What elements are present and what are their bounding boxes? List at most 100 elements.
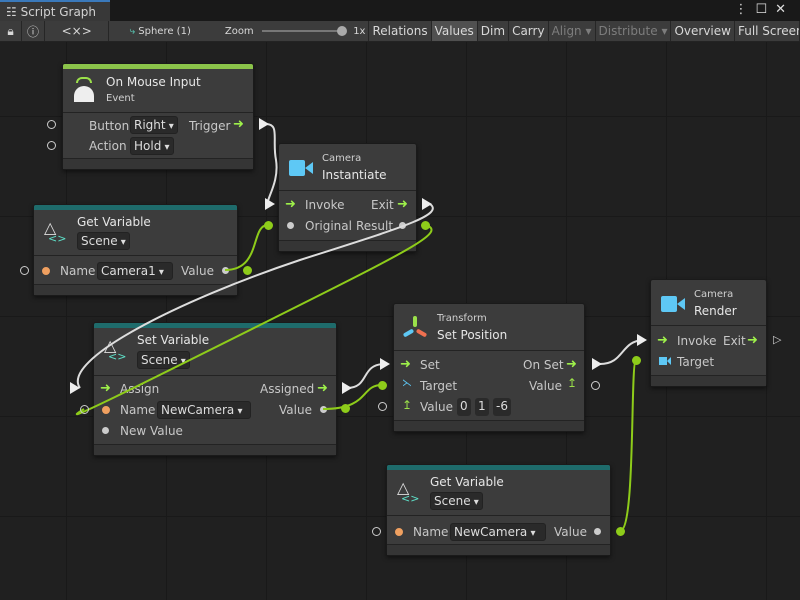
trigger-label: Trigger [189, 119, 231, 133]
node-title: Render [694, 304, 737, 318]
align-dropdown[interactable]: Align ▾ [549, 21, 596, 41]
node-get-variable-camera1[interactable]: △<> Get Variable Scene Name Camera1 Valu… [33, 204, 238, 296]
target-input-port[interactable] [632, 356, 641, 365]
name-input-port[interactable] [20, 266, 29, 275]
exit-label: Exit [723, 334, 746, 348]
node-title: Set Position [437, 328, 508, 342]
close-icon[interactable]: ✕ [775, 2, 794, 17]
scope-dropdown[interactable]: Scene [430, 492, 483, 510]
overview-button[interactable]: Overview [671, 21, 735, 41]
node-category: Camera [322, 153, 362, 164]
carry-button[interactable]: Carry [509, 21, 549, 41]
vector3-icon: ↥ [567, 376, 578, 390]
flow-arrow-icon: ➜ [657, 333, 668, 348]
result-label: Result [356, 219, 394, 233]
name-dropdown[interactable]: NewCamera [157, 401, 251, 419]
button-dropdown[interactable]: Right [130, 116, 178, 134]
relations-button[interactable]: Relations [369, 21, 432, 41]
result-dot [399, 222, 406, 229]
exit-output-port[interactable] [422, 198, 432, 210]
node-set-position[interactable]: Transform Set Position ➜ Set On Set ➜ ⋋ … [393, 303, 585, 432]
value-input-port[interactable] [378, 402, 387, 411]
flow-arrow-icon: ➜ [317, 381, 328, 396]
on-set-output-port[interactable] [592, 358, 602, 370]
invoke-input-port[interactable] [637, 334, 647, 346]
original-input-port[interactable] [264, 221, 273, 230]
zoom-slider-handle[interactable] [337, 26, 348, 36]
full-screen-button[interactable]: Full Screen [735, 21, 800, 41]
mouse-event-icon [73, 77, 95, 103]
value-output-port[interactable] [616, 527, 625, 536]
tab-script-graph[interactable]: ☷ Script Graph [0, 0, 110, 21]
value-output-port[interactable] [591, 381, 600, 390]
invoke-input-port[interactable] [265, 198, 275, 210]
action-dropdown[interactable]: Hold [130, 137, 174, 155]
name-dropdown[interactable]: NewCamera [450, 523, 546, 541]
new-value-dot [102, 427, 109, 434]
button-label: Button [89, 119, 130, 133]
scope-dropdown[interactable]: Scene [137, 351, 190, 369]
flow-arrow-icon: ➜ [397, 197, 408, 212]
target-input-port[interactable] [378, 381, 387, 390]
target-label[interactable]: Sphere (1) [138, 25, 191, 37]
node-set-variable[interactable]: △<> Set Variable Scene ➜ Assign Assigned… [93, 322, 337, 456]
zoom-slider[interactable] [261, 26, 348, 36]
distribute-dropdown[interactable]: Distribute ▾ [596, 21, 672, 41]
name-input-port[interactable] [372, 527, 381, 536]
value-label: Value [279, 403, 312, 417]
flow-arrow-icon: ➜ [747, 333, 758, 348]
node-camera-render[interactable]: Camera Render ➜ Invoke Exit ➜ Target [650, 279, 767, 387]
action-input-port[interactable] [47, 141, 56, 150]
set-input-port[interactable] [380, 358, 390, 370]
kebab-icon[interactable]: ⋮ [734, 2, 756, 17]
value-dot [594, 528, 601, 535]
flow-arrow-icon: ➜ [400, 357, 411, 372]
value-output-port[interactable] [341, 404, 350, 413]
name-dropdown[interactable]: Camera1 [97, 262, 173, 280]
scope-dropdown[interactable]: Scene [77, 232, 130, 250]
node-camera-instantiate[interactable]: Camera Instantiate ➜ Invoke Exit ➜ Origi… [278, 143, 417, 252]
trigger-output-port[interactable] [259, 118, 269, 130]
value-x-field[interactable]: 0 [457, 398, 471, 416]
button-input-port[interactable] [47, 120, 56, 129]
name-label: Name [120, 403, 156, 417]
info-icon[interactable]: ⓘ [22, 21, 45, 41]
new-value-label: New Value [120, 424, 183, 438]
dim-button[interactable]: Dim [478, 21, 510, 41]
name-input-port[interactable] [80, 405, 89, 414]
value-out-label: Value [529, 379, 562, 393]
value-z-field[interactable]: -6 [493, 398, 511, 416]
values-button[interactable]: Values [431, 21, 478, 41]
flow-arrow-icon: ➜ [285, 197, 296, 212]
value-output-port[interactable] [243, 266, 252, 275]
embed-button[interactable]: <×> [45, 21, 110, 41]
lock-icon[interactable]: 🔒︎ [0, 21, 23, 41]
vector3-icon: ↥ [402, 398, 413, 412]
assigned-label: Assigned [260, 382, 315, 396]
assign-input-port[interactable] [70, 382, 80, 394]
set-label: Set [420, 358, 440, 372]
exit-label: Exit [371, 198, 394, 212]
action-label: Action [89, 139, 127, 153]
zoom-value: 1x [353, 25, 366, 37]
transform-icon [402, 316, 428, 340]
node-title: Get Variable [430, 475, 504, 489]
target-zoom-area: ⤷ Sphere (1) Zoom 1x [109, 21, 370, 41]
zoom-label: Zoom [224, 25, 254, 37]
toolbar: 🔒︎ ⓘ <×> ⤷ Sphere (1) Zoom 1x Relations … [0, 21, 800, 42]
node-subtitle: Event [106, 93, 135, 104]
hierarchy-icon: ☷ [6, 5, 17, 19]
value-label: Value [181, 264, 214, 278]
assigned-output-port[interactable] [342, 382, 352, 394]
tab-bar: ☷ Script Graph ⋮☐✕ [0, 0, 800, 21]
maximize-icon[interactable]: ☐ [755, 2, 776, 17]
value-y-field[interactable]: 1 [475, 398, 489, 416]
node-get-variable-newcamera[interactable]: △<> Get Variable Scene Name NewCamera Va… [386, 464, 611, 556]
value-in-label: Value [420, 400, 453, 414]
result-output-port[interactable] [421, 221, 430, 230]
flow-arrow-icon: ➜ [566, 357, 577, 372]
variable-icon: △ <> [104, 336, 127, 363]
graph-target-icon: ⤷ [129, 25, 136, 37]
node-on-mouse-input[interactable]: On Mouse Input Event Button Right Trigge… [62, 63, 254, 170]
exit-output-port[interactable]: ▷ [773, 333, 782, 346]
